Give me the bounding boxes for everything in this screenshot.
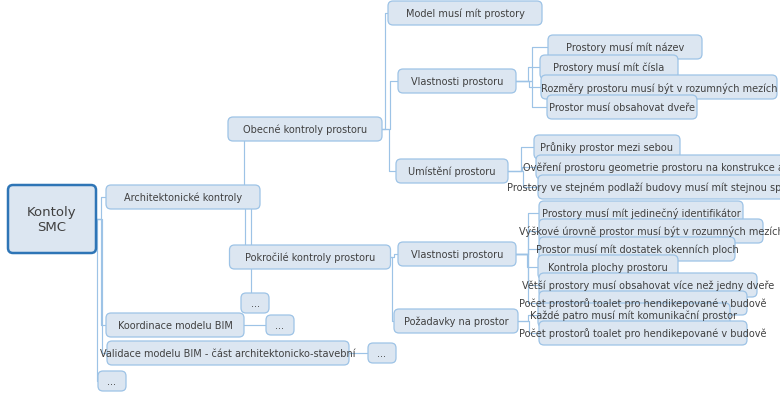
FancyBboxPatch shape bbox=[547, 96, 697, 120]
Text: Ověření prostoru geometrie prostoru na konstrukce a podlaží: Ověření prostoru geometrie prostoru na k… bbox=[523, 162, 780, 173]
FancyBboxPatch shape bbox=[229, 245, 391, 269]
Text: Prostory musí mít název: Prostory musí mít název bbox=[566, 43, 684, 53]
Text: Výškové úrovně prostor musí být v rozumných mezích: Výškové úrovně prostor musí být v rozumn… bbox=[519, 226, 780, 237]
FancyBboxPatch shape bbox=[228, 118, 382, 142]
Text: Obecné kontroly prostoru: Obecné kontroly prostoru bbox=[243, 124, 367, 135]
Text: Kontoly
SMC: Kontoly SMC bbox=[27, 205, 76, 233]
Text: Vlastnosti prostoru: Vlastnosti prostoru bbox=[411, 77, 503, 87]
Text: Umístění prostoru: Umístění prostoru bbox=[408, 166, 496, 177]
Text: Počet prostorů toalet pro hendikepované v budově: Počet prostorů toalet pro hendikepované … bbox=[519, 298, 767, 309]
Text: Rozměry prostoru musí být v rozumných mezích: Rozměry prostoru musí být v rozumných me… bbox=[541, 82, 777, 93]
Text: Počet prostorů toalet pro hendikepované v budově: Počet prostorů toalet pro hendikepované … bbox=[519, 328, 767, 338]
FancyBboxPatch shape bbox=[538, 303, 730, 327]
Text: Koordinace modelu BIM: Koordinace modelu BIM bbox=[118, 320, 232, 330]
FancyBboxPatch shape bbox=[539, 273, 757, 297]
FancyBboxPatch shape bbox=[398, 242, 516, 266]
Text: Prostor musí mít dostatek okenních ploch: Prostor musí mít dostatek okenních ploch bbox=[536, 244, 739, 255]
Text: Větší prostory musí obsahovat více než jedny dveře: Větší prostory musí obsahovat více než j… bbox=[522, 280, 774, 291]
Text: ...: ... bbox=[275, 320, 285, 330]
FancyBboxPatch shape bbox=[98, 371, 126, 391]
Text: ...: ... bbox=[108, 376, 116, 386]
FancyBboxPatch shape bbox=[539, 201, 743, 225]
Text: Prostory musí mít čísla: Prostory musí mít čísla bbox=[553, 63, 665, 73]
FancyBboxPatch shape bbox=[539, 237, 735, 261]
FancyBboxPatch shape bbox=[106, 313, 244, 337]
FancyBboxPatch shape bbox=[396, 160, 508, 184]
FancyBboxPatch shape bbox=[106, 186, 260, 209]
FancyBboxPatch shape bbox=[539, 219, 763, 243]
FancyBboxPatch shape bbox=[539, 321, 747, 345]
FancyBboxPatch shape bbox=[107, 341, 349, 365]
FancyBboxPatch shape bbox=[394, 309, 518, 333]
FancyBboxPatch shape bbox=[541, 76, 777, 100]
Text: Validace modelu BIM - část architektonicko-stavební: Validace modelu BIM - část architektonic… bbox=[101, 348, 356, 358]
FancyBboxPatch shape bbox=[266, 315, 294, 335]
FancyBboxPatch shape bbox=[241, 293, 269, 313]
Text: ...: ... bbox=[250, 298, 260, 308]
Text: Vlastnosti prostoru: Vlastnosti prostoru bbox=[411, 249, 503, 259]
FancyBboxPatch shape bbox=[548, 36, 702, 60]
FancyBboxPatch shape bbox=[538, 255, 678, 279]
Text: Každé patro musí mít komunikační prostor: Každé patro musí mít komunikační prostor bbox=[530, 310, 738, 320]
FancyBboxPatch shape bbox=[388, 2, 542, 26]
FancyBboxPatch shape bbox=[536, 156, 780, 180]
Text: Průniky prostor mezi sebou: Průniky prostor mezi sebou bbox=[541, 142, 673, 153]
FancyBboxPatch shape bbox=[539, 291, 747, 315]
Text: Pokročilé kontroly prostoru: Pokročilé kontroly prostoru bbox=[245, 252, 375, 263]
Text: Model musí mít prostory: Model musí mít prostory bbox=[406, 9, 524, 19]
FancyBboxPatch shape bbox=[538, 176, 780, 200]
Text: ...: ... bbox=[378, 348, 387, 358]
Text: Požadavky na prostor: Požadavky na prostor bbox=[404, 316, 509, 326]
Text: Prostor musí obsahovat dveře: Prostor musí obsahovat dveře bbox=[549, 103, 695, 113]
FancyBboxPatch shape bbox=[368, 343, 396, 363]
Text: Prostory ve stejném podlaží budovy musí mít stejnou spodní výškovou úroveň: Prostory ve stejném podlaží budovy musí … bbox=[508, 182, 780, 193]
FancyBboxPatch shape bbox=[398, 70, 516, 94]
Text: Kontrola plochy prostoru: Kontrola plochy prostoru bbox=[548, 262, 668, 272]
FancyBboxPatch shape bbox=[534, 136, 680, 160]
Text: Prostory musí mít jedinečný identifikátor: Prostory musí mít jedinečný identifikáto… bbox=[541, 208, 740, 219]
FancyBboxPatch shape bbox=[540, 56, 678, 80]
Text: Architektonické kontroly: Architektonické kontroly bbox=[124, 192, 242, 203]
FancyBboxPatch shape bbox=[8, 186, 96, 253]
